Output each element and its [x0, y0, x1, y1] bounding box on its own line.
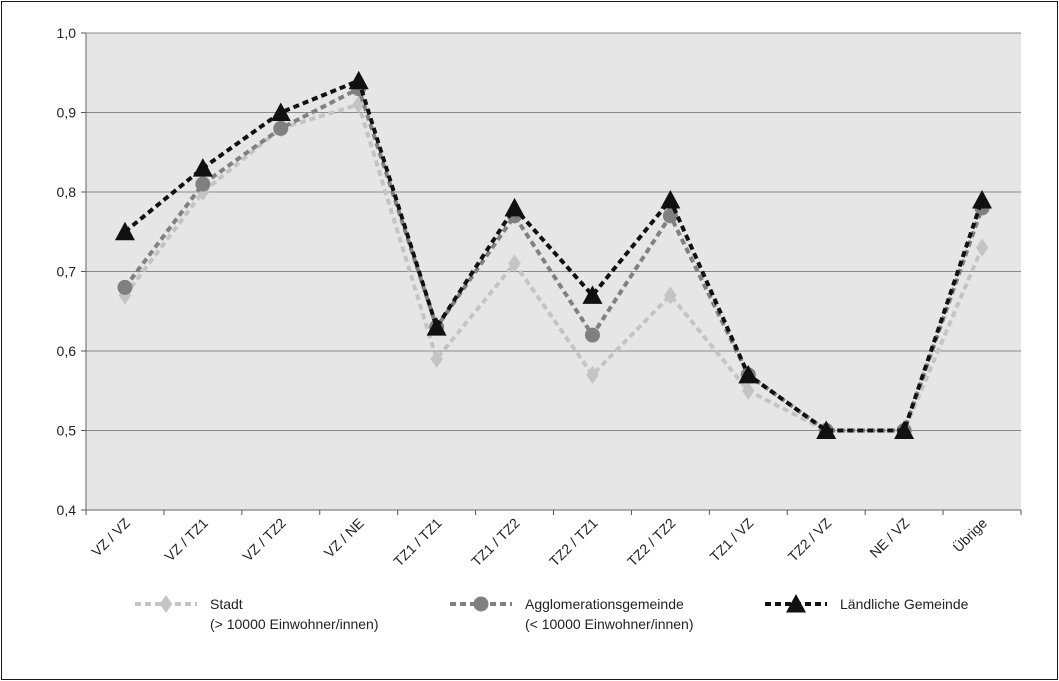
y-tick-label: 0,8 — [57, 184, 77, 200]
data-point-diamond — [159, 595, 173, 613]
y-tick-label: 1,0 — [57, 25, 77, 41]
legend-item: Agglomerationsgemeinde (< 10000 Einwohner… — [450, 596, 694, 632]
y-tick-label: 0,7 — [57, 264, 77, 280]
data-point-diamond — [975, 238, 989, 257]
x-axis: VZ / VZ VZ / TZ1 VZ / TZ2 VZ / NE TZ1 / TZ1 T… — [85, 509, 1022, 570]
x-tick-label: TZ2 / VZ — [785, 514, 835, 564]
x-tick-label: TZ1 / TZ2 — [468, 515, 523, 570]
y-tick-label: 0,5 — [57, 423, 77, 439]
x-tick-label: TZ2 / TZ2 — [624, 515, 679, 570]
x-tick-label: NE / VZ — [866, 514, 912, 560]
series-triangle — [114, 70, 993, 439]
data-point-triangle — [114, 221, 135, 241]
legend-item: Ländliche Gemeinde — [765, 594, 969, 613]
data-point-triangle — [504, 197, 525, 217]
x-tick-label: VZ / VZ — [88, 514, 133, 559]
data-point-triangle — [270, 102, 291, 121]
legend-label-line2: (> 10000 Einwohner/innen) — [210, 616, 379, 632]
y-tick-label: 0,9 — [57, 105, 77, 121]
data-point-triangle — [582, 285, 603, 304]
x-tick-label: TZ1 / TZ1 — [390, 515, 445, 570]
series-line — [123, 78, 984, 433]
data-point-circle — [195, 176, 211, 192]
data-point-triangle — [786, 594, 806, 613]
data-point-triangle — [192, 158, 213, 177]
data-point-diamond — [586, 365, 599, 384]
data-point-triangle — [660, 189, 681, 209]
x-tick-label: TZ2 / TZ1 — [546, 515, 601, 570]
x-tick-label: VZ / TZ1 — [161, 515, 211, 565]
data-point-circle — [117, 279, 133, 295]
data-point-circle — [473, 596, 489, 612]
grid-lines — [86, 32, 1021, 511]
data-point-triangle — [816, 420, 837, 439]
x-tick-label: Übrige — [949, 514, 990, 555]
y-axis: 0,4 0,5 0,6 0,7 0,8 0,9 1,0 — [57, 25, 87, 518]
data-point-diamond — [508, 254, 521, 273]
x-tick-label: TZ1 / VZ — [707, 514, 757, 564]
series-layer — [114, 70, 993, 440]
data-point-circle — [273, 120, 289, 136]
legend-label: Stadt — [210, 596, 243, 612]
legend: Stadt (> 10000 Einwohner/innen) Agglomerat… — [135, 594, 969, 632]
data-point-triangle — [426, 317, 447, 336]
data-point-triangle — [972, 189, 993, 209]
data-point-diamond — [430, 349, 443, 368]
data-point-triangle — [348, 70, 369, 90]
x-tick-label: VZ / NE — [321, 515, 367, 561]
y-tick-label: 0,6 — [57, 343, 77, 359]
data-point-circle — [584, 327, 600, 343]
data-point-triangle — [738, 364, 759, 384]
legend-label: Agglomerationsgemeinde — [525, 596, 684, 612]
legend-label-line2: (< 10000 Einwohner/innen) — [525, 616, 694, 632]
legend-label: Ländliche Gemeinde — [840, 596, 969, 612]
legend-item: Stadt (> 10000 Einwohner/innen) — [135, 595, 379, 632]
data-point-diamond — [664, 286, 677, 305]
x-tick-label: VZ / TZ2 — [239, 515, 289, 565]
data-point-diamond — [741, 381, 755, 400]
y-tick-label: 0,4 — [57, 502, 77, 518]
data-point-triangle — [894, 420, 915, 439]
